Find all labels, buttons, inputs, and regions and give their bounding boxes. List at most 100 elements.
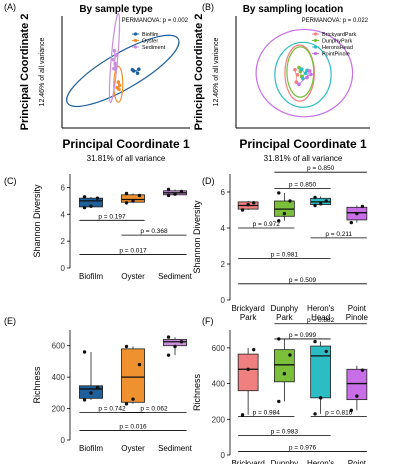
data-point [324,199,328,203]
y-tick-label: 400 [212,380,226,389]
box [237,353,259,392]
data-point [313,203,317,208]
comparison-label: p = 0.999 [289,332,317,339]
data-point [277,219,281,223]
y-tick-label: 600 [212,344,226,353]
data-point [313,412,317,416]
ellipse-pointpinole [255,28,354,118]
data-point [297,65,301,70]
legend-label: DunphyPark [322,39,353,45]
data-point [318,202,323,206]
data-point [313,195,317,200]
box [310,345,331,399]
x-tick-label: Heron'sHead [307,459,334,464]
comparison-label: p = 0.016 [119,424,147,431]
data-point [124,402,129,406]
data-point [82,398,87,402]
x-tick-label: Oyster [121,272,145,281]
x-tick-label: Sediment [158,444,193,453]
data-point [355,211,359,216]
data-point [305,68,309,73]
data-point [240,413,245,417]
data-point [179,189,184,194]
comparison-label: p = 0.850 [289,181,317,188]
y-tick-label: 400 [52,373,66,382]
data-point [124,191,129,196]
y-tick-label: 0 [221,451,226,460]
data-point [82,195,87,199]
x-tick-label: PointPinole [346,459,369,464]
data-point [114,64,119,69]
y-axis-sublabel: 12.46% of all variance [213,37,220,106]
permanova-annotation: PERMANOVA: p = 0.002 [122,18,189,24]
box [274,349,295,383]
panel-a: (A) By sample type PERMANOVA: p = 0.002 Bio… [4,2,190,163]
x-tick-label: Sediment [158,272,193,281]
data-point [124,344,129,349]
legend-marker [133,45,138,49]
box [121,348,145,403]
y-axis-label: Principal Coordinate 2 [19,14,31,131]
x-tick-label: Biofilm [79,444,103,453]
data-point [360,204,365,209]
data-point [89,204,93,208]
legend-label: Biofilm [142,32,159,38]
comparison-label: p = 0.983 [271,428,299,435]
y-tick-label: 2 [221,260,226,269]
data-point [166,353,171,357]
data-point [130,67,135,72]
data-point [246,202,250,207]
data-point [299,67,304,71]
comparison-label: p = 0.197 [98,213,126,220]
y-axis-label: Shannon Diversity [32,184,42,258]
data-point [282,372,287,376]
data-point [246,367,250,371]
y-tick-label: 6 [61,183,66,192]
data-point [131,199,135,203]
x-tick-label: Biofilm [79,272,103,281]
ellipse-brickyardpark [284,44,315,102]
permanova-annotation: PERMANOVA: p = 0.022 [302,18,369,24]
data-point [137,67,141,71]
panel-e: (E) 0 200 400 600 Richness Biofilm Oyster Sedime… [4,316,193,453]
x-axis-sublabel: 31.81% of all variance [264,154,343,163]
data-point [360,368,365,372]
panel-b: (B) By sampling location PERMANOVA: p = 0.… [193,2,370,163]
data-point [95,385,100,390]
legend-marker [133,32,138,36]
x-tick-label: BrickyardPark [231,459,264,464]
comparison-label: p = 0.976 [289,444,317,451]
x-tick-label: Oyster [121,444,145,453]
data-point [89,391,93,395]
data-point [117,87,121,92]
legend-label: HeronsHead [322,45,353,51]
comparison-label: p = 0.742 [98,406,126,413]
comparison-label: p = 0.509 [289,277,317,284]
data-point [135,71,140,75]
data-point [309,72,313,77]
comparison-label: p = 0.972 [253,221,281,228]
y-tick-label: 200 [212,415,226,424]
data-point [282,211,287,216]
data-point [124,201,129,205]
comparison-label: p = 0.368 [140,228,168,235]
data-point [173,344,177,349]
panel-c: (C) 0 2 4 6 Shannon Diversity Biofilm Oyster Sed… [4,174,193,281]
data-point [173,192,177,196]
comparison-label: p = 0.211 [325,231,352,238]
x-tick-label: DunphyPark [271,459,299,464]
comparison-label: p = 0.981 [271,252,299,259]
x-axis-label: Principal Coordinate 1 [62,137,190,151]
data-point [166,193,171,198]
y-axis-label: Richness [32,366,42,404]
y-axis-sublabel: 12.46% of all variance [39,37,46,106]
legend-marker [313,45,318,49]
data-point [355,394,359,398]
panel-label: (E) [4,316,16,326]
comparison-label: p = 0.017 [119,248,147,255]
data-point [82,350,87,354]
